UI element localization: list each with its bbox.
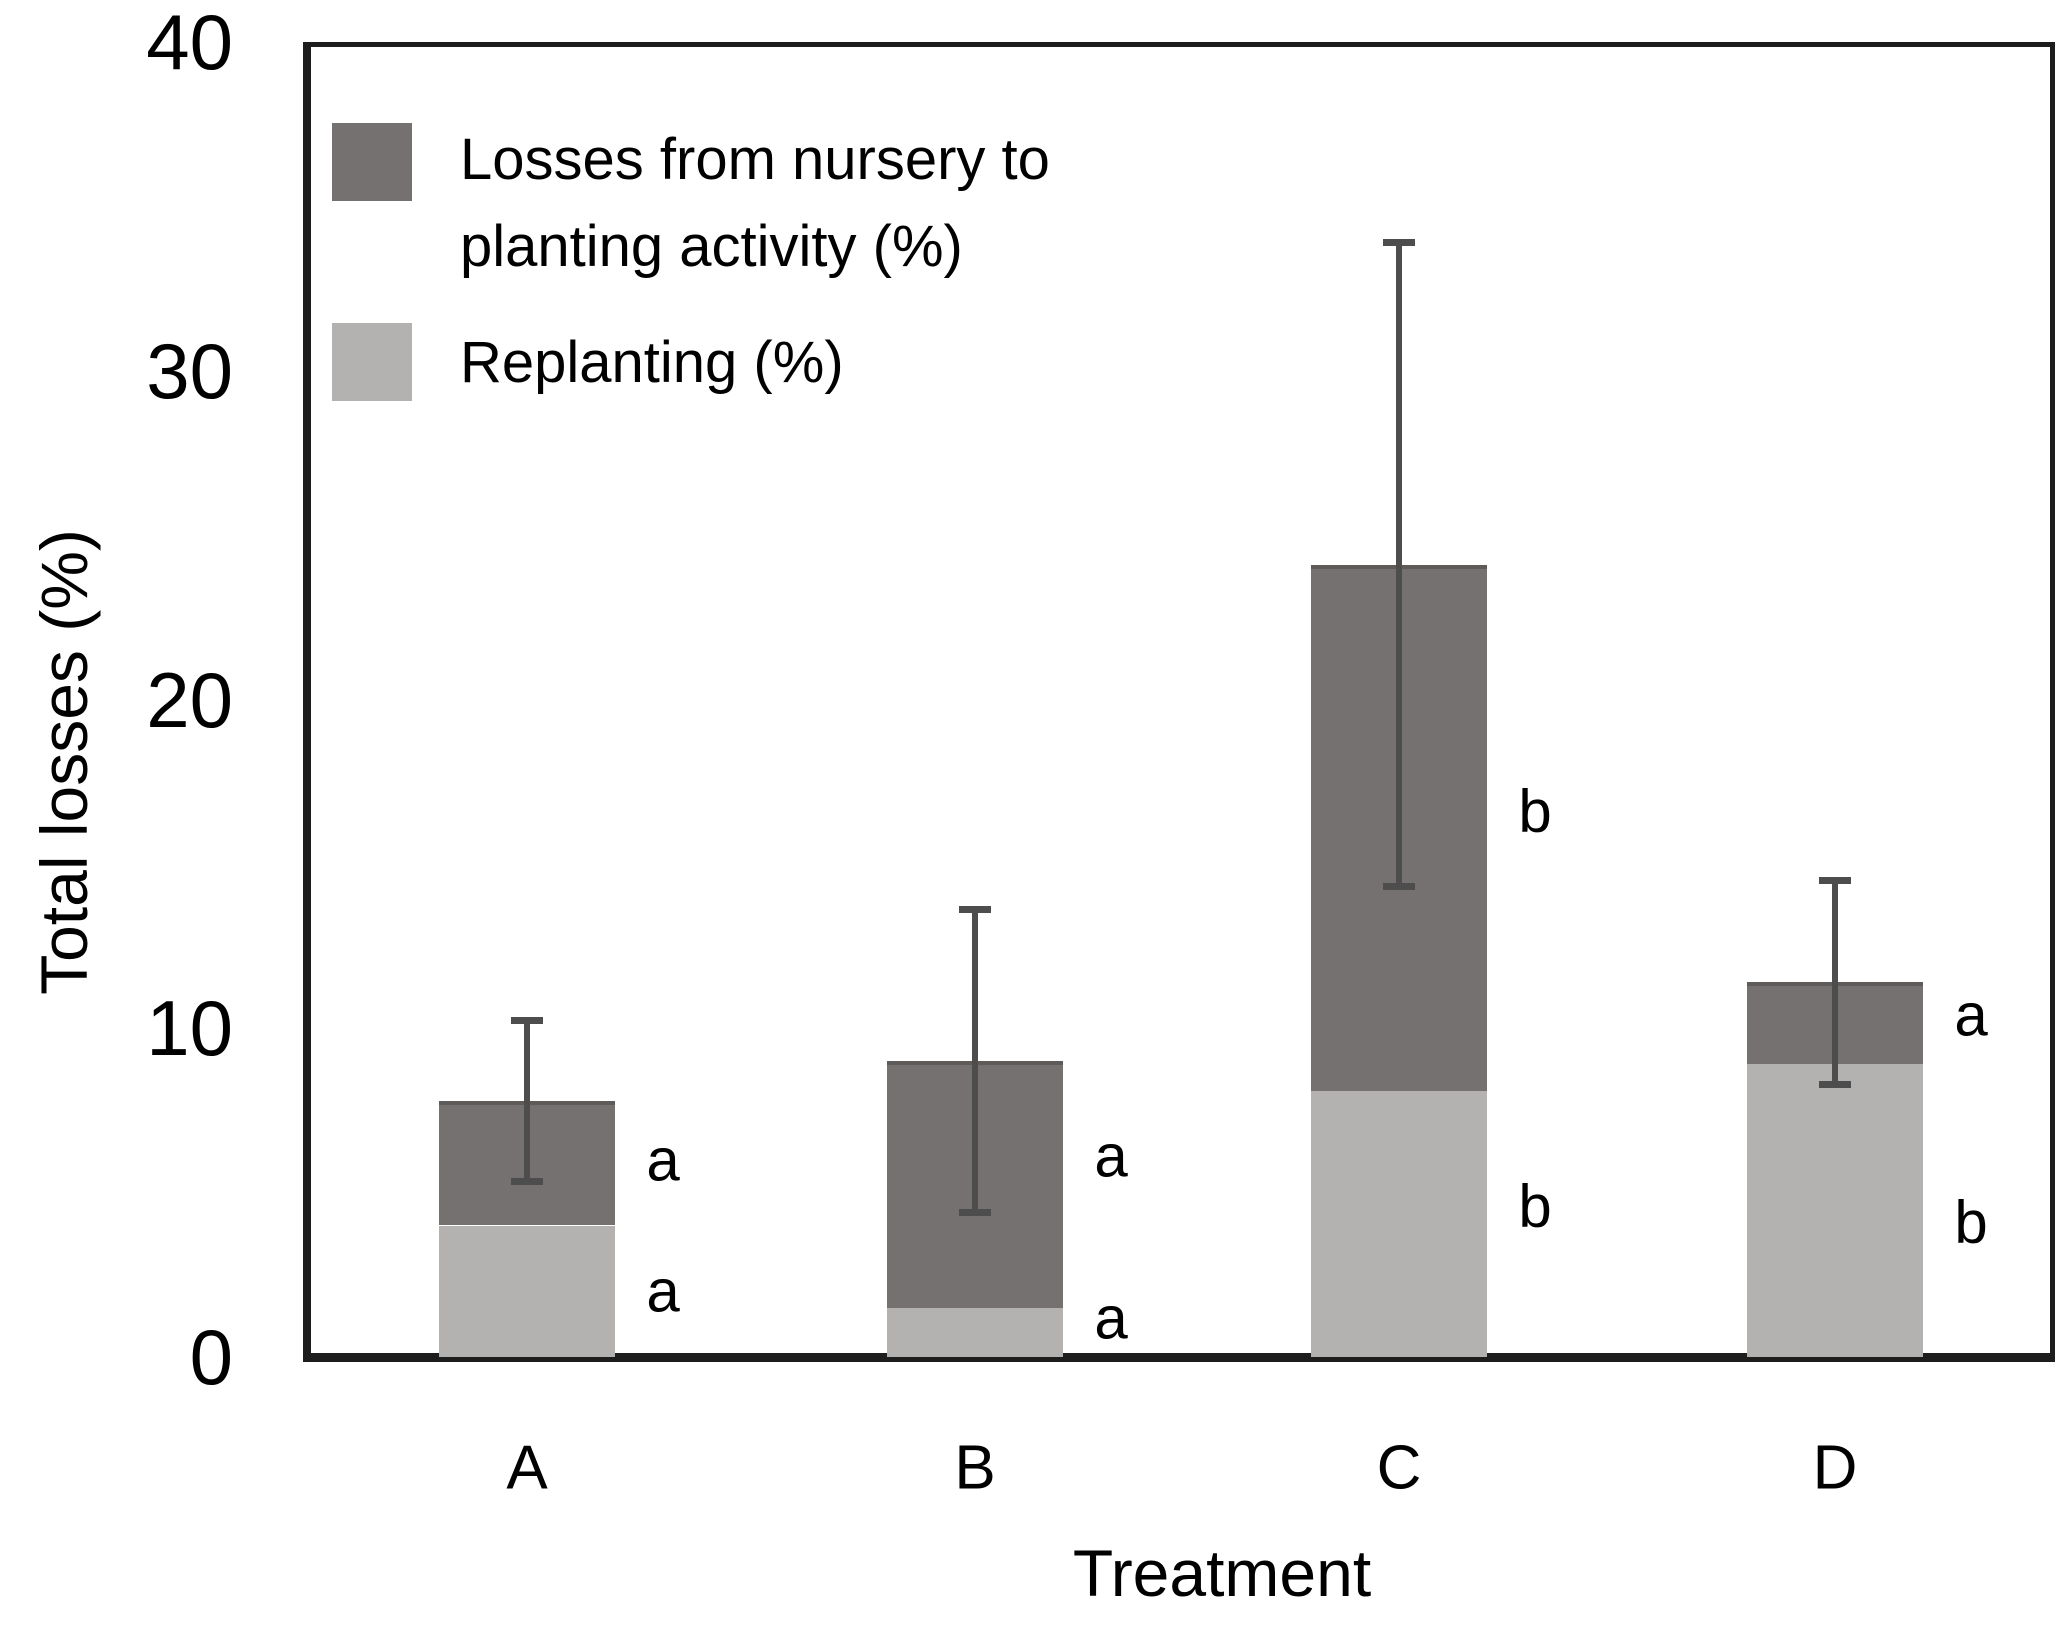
error-bar-top-cap-A	[511, 1016, 543, 1024]
y-tick-label-40: 40	[146, 0, 233, 86]
significance-letter-lower-C: b	[1518, 1172, 1552, 1240]
significance-letter-lower-B: a	[1094, 1284, 1128, 1352]
x-category-label-D: D	[1812, 1433, 1858, 1503]
significance-letter-upper-C: b	[1518, 777, 1552, 845]
y-tick-label-0: 0	[189, 1313, 233, 1401]
legend-label-replanting: Replanting (%)	[460, 330, 844, 395]
y-axis-title: Total losses (%)	[27, 529, 101, 995]
error-bar-top-cap-C	[1383, 239, 1415, 247]
error-bar-A	[524, 1020, 530, 1182]
error-bar-bottom-cap-A	[511, 1177, 543, 1185]
significance-letter-lower-A: a	[646, 1257, 680, 1325]
error-bar-D	[1832, 880, 1838, 1085]
bar-segment-replanting-C	[1311, 1090, 1487, 1357]
significance-letter-upper-B: a	[1094, 1122, 1128, 1190]
y-tick-label-20: 20	[146, 655, 233, 744]
significance-letter-upper-D: a	[1954, 981, 1988, 1049]
error-bar-top-cap-D	[1819, 876, 1851, 884]
x-axis-title: Treatment	[1072, 1536, 1372, 1610]
legend-swatch-nursery-losses	[332, 123, 412, 201]
bar-segment-replanting-D	[1747, 1064, 1923, 1357]
bar-segment-replanting-B	[887, 1307, 1063, 1357]
x-category-label-B: B	[954, 1433, 996, 1503]
legend-label-nursery-losses: Losses from nursery to planting activity…	[460, 127, 1050, 279]
y-tick-label-30: 30	[146, 326, 233, 415]
significance-letter-upper-A: a	[646, 1126, 680, 1194]
x-category-label-C: C	[1376, 1433, 1422, 1503]
legend-swatch-replanting	[332, 323, 412, 401]
significance-letter-lower-D: b	[1954, 1188, 1988, 1256]
x-category-label-A: A	[506, 1433, 548, 1503]
y-tick-label-10: 10	[146, 984, 233, 1073]
error-bar-top-cap-B	[959, 906, 991, 914]
error-bar-bottom-cap-B	[959, 1208, 991, 1216]
error-bar-C	[1396, 242, 1402, 887]
error-bar-B	[972, 909, 978, 1213]
bar-segment-replanting-A	[439, 1225, 615, 1357]
error-bar-bottom-cap-D	[1819, 1080, 1851, 1088]
error-bar-bottom-cap-C	[1383, 883, 1415, 891]
